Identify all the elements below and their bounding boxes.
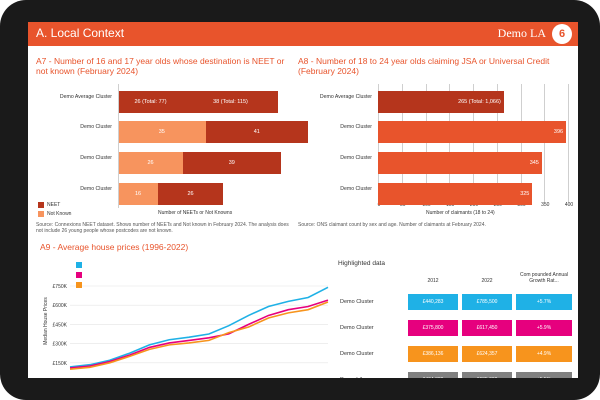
a8-row-label: Demo Cluster: [340, 155, 372, 161]
hl-cell-2012: £375,800: [408, 320, 458, 336]
a9-series-line: [69, 286, 329, 368]
a7-bar-neet: 41: [205, 121, 308, 143]
a8-tick-label: 250: [493, 202, 502, 208]
a8-tick-label: 50: [399, 202, 406, 208]
brand-logo: Demo LA: [497, 26, 546, 40]
a7-row-label: Demo Cluster: [80, 124, 112, 130]
a7-bar-neet: 38 (Total: 115): [183, 91, 278, 113]
a9-line-chart: £0K£150K£300K£450K£600K£750K199619982000…: [53, 262, 329, 370]
a8-xaxis-label: Number of claimants (18 to 24): [426, 210, 495, 216]
a7-bar-neet: 39: [183, 152, 281, 174]
a8-bar: 265 (Total: 1,066): [378, 91, 504, 113]
a8-gridline: [544, 84, 546, 202]
hl-row-label: Demo LA: [340, 377, 363, 378]
a7-bar-notknown: 26 (Total: 77): [118, 91, 183, 113]
hl-header-cagr: Com pounded Annual Growth Rat...: [519, 272, 569, 284]
a9-series-line: [69, 301, 329, 370]
a7-source: Source: Connexions NEET dataset. Shows n…: [36, 222, 289, 234]
a7-row-label: Demo Cluster: [80, 186, 112, 192]
a8-gridline: [473, 84, 474, 202]
a8-row-label: Demo Cluster: [340, 124, 372, 130]
a7-bar-notknown: 16: [118, 183, 158, 205]
a8-gridline: [378, 84, 379, 202]
a8-gridline: [520, 84, 522, 202]
a7-axis-line: [118, 84, 119, 208]
a9-series-line: [69, 299, 329, 369]
a8-tick-label: 0: [377, 202, 381, 208]
a9-legend-swatch: [76, 262, 82, 268]
a7-bar-neet: 26: [158, 183, 223, 205]
a8-gridline: [425, 84, 427, 202]
a8-tick-label: 100: [422, 202, 431, 208]
a8-title: A8 - Number of 18 to 24 year olds claimi…: [298, 56, 550, 76]
a8-row-label: Demo Average Cluster: [319, 94, 372, 100]
hl-cell-cagr: +5.7%: [516, 294, 572, 310]
a7-title: A7 - Number of 16 and 17 year olds whose…: [36, 56, 285, 76]
hl-cell-2012: £440,283: [408, 294, 458, 310]
a7-row-label: Demo Average Cluster: [59, 94, 112, 100]
a9-ytick-label: £450K: [53, 322, 68, 328]
a9-title: A9 - Average house prices (1996-2022): [40, 242, 189, 252]
hl-header-2012: 2012: [427, 278, 439, 284]
hl-row-label: Demo Cluster: [340, 351, 374, 357]
hl-cell-2012: £386,136: [408, 346, 458, 362]
hl-cell-2022: £635,000: [462, 372, 512, 378]
a9-legend-swatch: [76, 282, 82, 288]
a8-row-label: Demo Cluster: [340, 186, 372, 192]
a8-tick-label: 300: [517, 202, 526, 208]
a8-source: Source: ONS claimant count by sex and ag…: [298, 222, 486, 228]
legend-notknown-swatch: [38, 211, 44, 217]
section-header: A. Local Context Demo LA 6: [28, 22, 578, 46]
a9-ytick-label: £600K: [53, 303, 68, 309]
a9-legend-swatch: [76, 272, 82, 278]
hl-cell-2012: £404,389: [408, 372, 458, 378]
a7-bar-notknown: 35: [118, 121, 206, 143]
legend-notknown-label: Not Known: [47, 211, 72, 217]
hl-cell-2022: £624,357: [462, 346, 512, 362]
a8-gridline: [496, 84, 498, 202]
a8-gridline: [449, 84, 451, 202]
a7-xaxis-label: Number of NEETs or Not Knowns: [158, 210, 233, 216]
a9-ytick-label: £150K: [53, 361, 68, 367]
screen: A. Local Context Demo LA 6 A7 - Number o…: [28, 22, 578, 378]
a9-ytick-label: £300K: [53, 342, 68, 348]
a8-gridline: [568, 84, 569, 202]
a7-bar-notknown: 26: [118, 152, 183, 174]
hl-cell-cagr: +5.5%: [516, 372, 572, 378]
hl-cell-cagr: +4.9%: [516, 346, 572, 362]
a8-bar: 396: [378, 121, 567, 143]
page-title: A. Local Context: [36, 26, 125, 40]
a8-tick-label: 150: [446, 202, 455, 208]
a9-ytick-label: £750K: [53, 284, 68, 290]
a8-bar: 325: [378, 183, 533, 205]
a8-tick-label: 400: [564, 202, 574, 208]
hl-row-label: Demo Cluster: [340, 325, 374, 331]
legend-neet-label: NEET: [47, 202, 61, 208]
a8-tick-label: 350: [541, 202, 550, 208]
a7-row-label: Demo Cluster: [80, 155, 112, 161]
hl-cell-2022: £785,500: [462, 294, 512, 310]
a8-tick-label: 200: [469, 202, 479, 208]
hl-cell-2022: £617,450: [462, 320, 512, 336]
hl-header-2022: 2022: [481, 278, 493, 284]
a8-bar: 345: [378, 152, 542, 174]
a8-gridline: [401, 84, 403, 202]
highlighted-title: Highlighted data: [338, 260, 385, 267]
hl-cell-cagr: +5.9%: [516, 320, 572, 336]
legend-neet-swatch: [38, 202, 44, 208]
hl-row-label: Demo Cluster: [340, 299, 374, 305]
page-number-badge: 6: [552, 24, 572, 44]
